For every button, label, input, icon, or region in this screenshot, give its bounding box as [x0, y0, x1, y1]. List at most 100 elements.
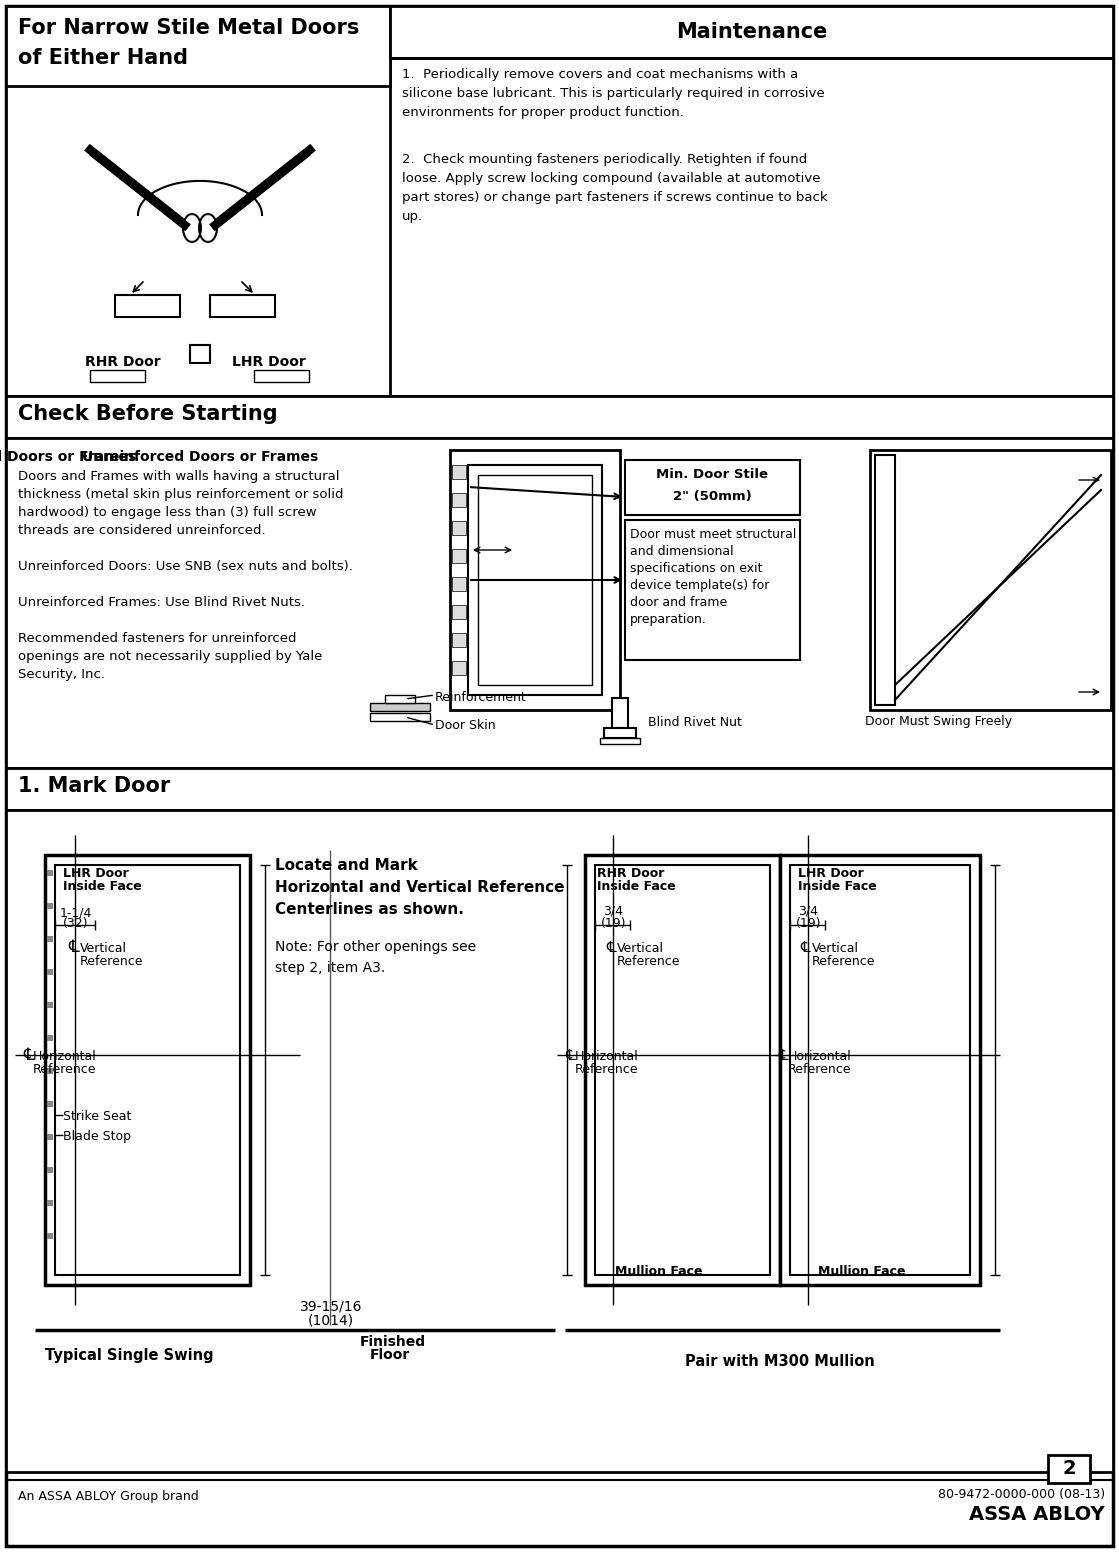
Bar [47, 936, 53, 942]
Bar [468, 466, 602, 695]
Text: Locate and Mark
Horizontal and Vertical Reference
Centerlines as shown.: Locate and Mark Horizontal and Vertical … [275, 858, 564, 917]
Bar [47, 1232, 53, 1238]
Text: Vertical: Vertical [617, 942, 664, 954]
Bar [478, 475, 592, 684]
Text: of Either Hand: of Either Hand [18, 48, 188, 68]
Bar [90, 369, 145, 382]
Text: For Narrow Stile Metal Doors: For Narrow Stile Metal Doors [18, 19, 359, 37]
Text: ASSA ABLOY: ASSA ABLOY [969, 1505, 1104, 1524]
Bar [6, 438, 1113, 768]
Text: Blind Rivet Nut: Blind Rivet Nut [648, 715, 742, 729]
Text: ℄: ℄ [565, 1048, 575, 1063]
Bar [370, 703, 430, 711]
Bar [47, 871, 53, 875]
Text: Doors and Frames with walls having a structural
thickness (metal skin plus reinf: Doors and Frames with walls having a str… [18, 470, 352, 681]
Text: 1.  Periodically remove covers and coat mechanisms with a
silicone base lubrican: 1. Periodically remove covers and coat m… [402, 68, 825, 120]
Text: Door Skin: Door Skin [435, 719, 496, 733]
Bar [869, 450, 1111, 709]
Bar [254, 369, 309, 382]
Text: Floor: Floor [370, 1349, 411, 1363]
Text: LHR Door: LHR Door [232, 355, 305, 369]
Bar [452, 577, 466, 591]
Text: Reference: Reference [617, 954, 680, 968]
Text: 2: 2 [1062, 1459, 1075, 1479]
Text: Unreinforced Doors or Frames: Unreinforced Doors or Frames [82, 450, 318, 464]
Bar [452, 494, 466, 508]
Bar [47, 1135, 53, 1141]
Text: ℄: ℄ [606, 939, 615, 954]
Bar [6, 396, 1113, 438]
Text: Reference: Reference [788, 1063, 852, 1076]
Bar [452, 661, 466, 675]
Text: Door must meet structural
and dimensional
specifications on exit
device template: Door must meet structural and dimensiona… [630, 528, 797, 625]
Text: Vertical: Vertical [812, 942, 859, 954]
Bar [452, 605, 466, 619]
Text: 39-15/16: 39-15/16 [300, 1301, 363, 1315]
Text: Horizontal: Horizontal [575, 1051, 639, 1063]
Text: RHR Door: RHR Door [85, 355, 161, 369]
Text: 80-9472-0000-000 (08-13): 80-9472-0000-000 (08-13) [938, 1488, 1104, 1501]
Text: Inside Face: Inside Face [598, 880, 676, 892]
Text: (32): (32) [63, 917, 88, 930]
Bar [115, 295, 180, 317]
Bar [452, 633, 466, 647]
Bar [452, 466, 466, 480]
Text: Vertical: Vertical [79, 942, 126, 954]
Text: Inside Face: Inside Face [798, 880, 877, 892]
Bar [190, 345, 210, 363]
Bar [47, 1167, 53, 1173]
Text: Reference: Reference [812, 954, 875, 968]
Text: LHR Door: LHR Door [798, 868, 864, 880]
Text: Mullion Face: Mullion Face [615, 1265, 703, 1277]
Text: Reference: Reference [79, 954, 143, 968]
Bar [6, 810, 1113, 1471]
Text: ℄: ℄ [23, 1046, 34, 1065]
Text: Unreinforced Doors or Frames: Unreinforced Doors or Frames [0, 450, 137, 464]
Bar [47, 1035, 53, 1041]
Text: 2" (50mm): 2" (50mm) [674, 490, 752, 503]
Text: Reference: Reference [575, 1063, 639, 1076]
Text: Min. Door Stile: Min. Door Stile [657, 469, 769, 481]
Bar [600, 739, 640, 743]
Text: Door Must Swing Freely: Door Must Swing Freely [865, 715, 1012, 728]
Text: Finished: Finished [360, 1335, 426, 1349]
Bar [370, 712, 430, 722]
Text: LHR Door: LHR Door [63, 868, 129, 880]
Text: Check Before Starting: Check Before Starting [18, 404, 278, 424]
Bar [604, 728, 636, 739]
Bar [385, 695, 415, 703]
Text: Strike Seat: Strike Seat [63, 1110, 131, 1124]
Text: 1-1/4: 1-1/4 [60, 906, 93, 920]
Text: 3/4: 3/4 [798, 905, 818, 917]
Text: ℄: ℄ [68, 937, 78, 956]
Text: Horizontal: Horizontal [788, 1051, 852, 1063]
Bar [595, 864, 770, 1276]
Text: Reinforcement: Reinforcement [435, 691, 527, 705]
Bar [210, 295, 275, 317]
Text: RHR Door: RHR Door [598, 868, 665, 880]
Bar [450, 450, 620, 709]
Bar [47, 903, 53, 909]
Text: Note: For other openings see
step 2, item A3.: Note: For other openings see step 2, ite… [275, 941, 476, 975]
Bar [612, 698, 628, 728]
Bar [47, 1003, 53, 1007]
Bar [6, 6, 391, 85]
Bar [45, 855, 250, 1285]
Text: (19): (19) [796, 917, 821, 930]
Text: Typical Single Swing: Typical Single Swing [45, 1349, 214, 1363]
Bar [585, 855, 780, 1285]
Bar [626, 520, 800, 660]
Text: 3/4: 3/4 [603, 905, 623, 917]
Bar [47, 1100, 53, 1107]
Text: 1. Mark Door: 1. Mark Door [18, 776, 170, 796]
Text: 2.  Check mounting fasteners periodically. Retighten if found
loose. Apply screw: 2. Check mounting fasteners periodically… [402, 154, 828, 223]
Bar [55, 864, 239, 1276]
Bar [452, 521, 466, 535]
Bar [6, 6, 1113, 396]
Bar [47, 1200, 53, 1206]
Text: (19): (19) [601, 917, 627, 930]
Bar [391, 6, 1113, 57]
Text: Blade Stop: Blade Stop [63, 1130, 131, 1142]
Text: (1014): (1014) [308, 1313, 354, 1327]
Text: ℄: ℄ [800, 939, 810, 954]
